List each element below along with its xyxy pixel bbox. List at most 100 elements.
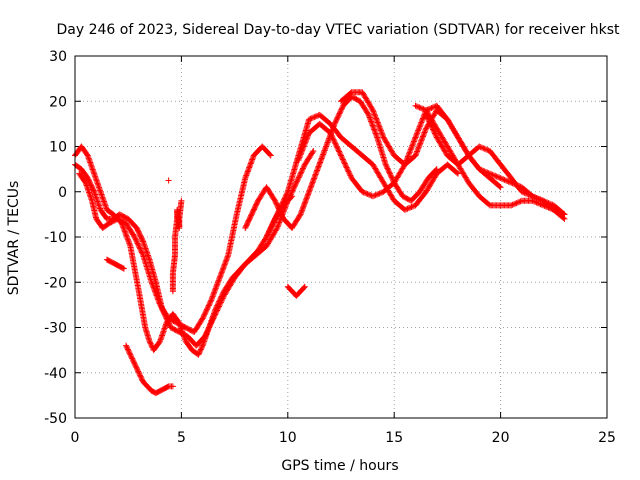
data-point	[338, 153, 345, 160]
data-point	[421, 129, 428, 136]
data-point	[414, 148, 421, 155]
data-point	[297, 211, 304, 218]
data-point	[336, 148, 343, 155]
data-point	[276, 206, 283, 213]
data-point	[333, 116, 340, 123]
data-point	[219, 268, 226, 275]
data-point	[218, 298, 225, 305]
data-point	[409, 142, 416, 149]
data-point	[301, 140, 308, 147]
data-point	[428, 122, 435, 129]
data-point	[307, 115, 314, 122]
data-point	[138, 374, 145, 381]
data-point	[432, 131, 439, 138]
data-point	[205, 325, 212, 332]
x-axis-label: GPS time / hours	[281, 458, 398, 474]
data-point	[477, 144, 484, 151]
data-point	[369, 121, 376, 128]
data-point	[427, 105, 434, 112]
data-point	[424, 115, 431, 122]
data-point	[125, 237, 132, 244]
data-point	[415, 145, 422, 152]
data-point	[120, 224, 127, 231]
data-point	[512, 200, 519, 207]
data-point	[123, 232, 130, 239]
data-point	[277, 203, 284, 210]
data-point	[210, 315, 217, 322]
data-point	[293, 179, 300, 186]
data-point	[422, 126, 429, 133]
data-point	[297, 151, 304, 158]
data-point	[347, 172, 354, 179]
data-point	[81, 178, 88, 185]
data-point	[135, 369, 142, 376]
data-point	[148, 279, 155, 286]
data-point	[370, 125, 377, 132]
data-point	[418, 119, 425, 126]
data-point	[343, 163, 350, 170]
data-point	[509, 201, 516, 208]
data-point	[366, 113, 373, 120]
data-point	[123, 233, 130, 240]
data-point	[277, 204, 284, 211]
data-point	[419, 116, 426, 123]
data-point	[150, 283, 157, 290]
data-point	[274, 223, 281, 230]
data-point	[405, 205, 412, 212]
data-point	[198, 316, 205, 323]
data-point	[222, 260, 229, 267]
data-point	[514, 199, 521, 206]
data-point	[301, 142, 308, 149]
data-point	[154, 295, 161, 302]
data-point	[135, 243, 142, 250]
data-point	[517, 198, 524, 205]
data-point	[242, 173, 249, 180]
data-point	[522, 190, 529, 197]
data-point	[418, 118, 425, 125]
data-point	[208, 296, 215, 303]
data-point	[430, 126, 437, 133]
data-point	[327, 129, 334, 136]
data-point	[295, 157, 302, 164]
data-point	[415, 127, 422, 134]
data-point	[269, 220, 276, 227]
data-point	[244, 168, 251, 175]
data-point	[271, 216, 278, 223]
data-point	[267, 226, 274, 233]
data-point	[209, 318, 216, 325]
data-point	[124, 236, 131, 243]
data-point	[422, 128, 429, 135]
data-point	[367, 117, 374, 124]
data-point	[484, 169, 491, 176]
data-point	[370, 123, 377, 130]
data-point	[505, 178, 512, 185]
data-point	[335, 147, 342, 154]
data-point	[129, 356, 136, 363]
data-point	[378, 130, 385, 137]
data-point	[379, 131, 386, 138]
data-point	[223, 257, 230, 264]
data-point	[414, 129, 421, 136]
data-point	[344, 165, 351, 172]
data-point	[374, 119, 381, 126]
data-point	[147, 339, 154, 346]
data-point	[409, 203, 416, 210]
data-point	[546, 200, 553, 207]
data-point	[407, 204, 414, 211]
data-point	[311, 114, 318, 121]
data-point	[371, 126, 378, 133]
data-point	[148, 341, 155, 348]
data-point	[385, 168, 392, 175]
data-point	[130, 232, 137, 239]
data-point	[312, 172, 319, 179]
data-point	[303, 136, 310, 143]
data-point	[280, 198, 287, 205]
data-point	[247, 161, 254, 168]
plot-frame	[74, 55, 608, 419]
x-tick-label: 20	[492, 430, 510, 446]
data-point	[538, 197, 545, 204]
data-point	[120, 265, 127, 272]
data-point	[403, 206, 410, 213]
data-point	[210, 290, 217, 297]
data-point	[420, 106, 427, 113]
